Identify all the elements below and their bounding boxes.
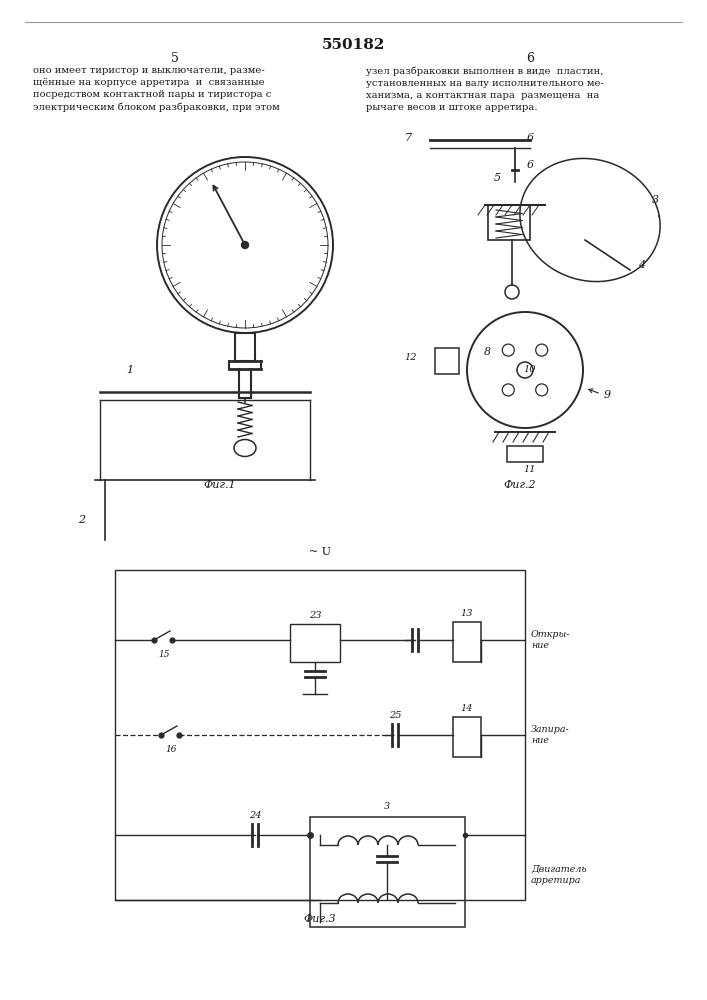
- Text: 24: 24: [249, 811, 262, 820]
- Bar: [507, 446, 543, 462]
- Text: 5: 5: [493, 173, 501, 183]
- Text: 12: 12: [404, 354, 417, 362]
- Text: 6: 6: [526, 52, 534, 65]
- Bar: [488, 205, 530, 240]
- Text: Запира-
ние: Запира- ние: [531, 725, 570, 745]
- Text: 10: 10: [524, 365, 536, 374]
- Text: 550182: 550182: [321, 38, 385, 52]
- Text: 11: 11: [524, 466, 536, 475]
- Bar: [453, 622, 481, 662]
- Text: 1: 1: [127, 365, 134, 375]
- Text: 13: 13: [461, 609, 473, 618]
- Text: 6: 6: [527, 133, 534, 143]
- Text: Фиг.1: Фиг.1: [204, 480, 236, 490]
- Text: Двигатель
арретира: Двигатель арретира: [531, 865, 587, 885]
- Text: 25: 25: [389, 711, 402, 720]
- Text: 7: 7: [405, 133, 412, 143]
- Bar: [435, 348, 459, 374]
- Bar: [453, 717, 481, 757]
- Text: ~ U: ~ U: [309, 547, 331, 557]
- Text: 6: 6: [527, 160, 534, 170]
- Text: 15: 15: [158, 650, 170, 659]
- Text: узел разбраковки выполнен в виде  пластин,
установленных на валу исполнительного: узел разбраковки выполнен в виде пластин…: [366, 66, 604, 112]
- Bar: [290, 624, 340, 662]
- Text: Откры-
ние: Откры- ние: [531, 630, 571, 650]
- Text: 5: 5: [171, 52, 179, 65]
- Text: 2: 2: [78, 515, 86, 525]
- Text: Фиг.2: Фиг.2: [503, 480, 537, 490]
- Text: 16: 16: [165, 745, 177, 754]
- Text: 14: 14: [461, 704, 473, 713]
- Text: 23: 23: [309, 611, 321, 620]
- Text: оно имеет тиристор и выключатели, разме-
щённые на корпусе арретира  и  связанны: оно имеет тиристор и выключатели, разме-…: [33, 66, 280, 112]
- Text: 3: 3: [384, 802, 390, 811]
- Text: 3: 3: [651, 195, 658, 205]
- Text: 4: 4: [638, 260, 645, 270]
- Circle shape: [242, 241, 248, 248]
- Text: 8: 8: [484, 347, 491, 357]
- Text: Фиг.3: Фиг.3: [304, 914, 337, 924]
- Bar: [310, 817, 465, 927]
- Bar: [115, 570, 525, 900]
- Text: 9: 9: [604, 390, 611, 400]
